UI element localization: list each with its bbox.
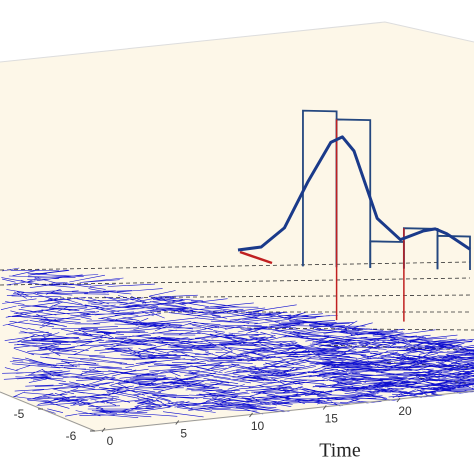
baseline-segment [239, 250, 273, 265]
x-tick-label: 5 [180, 427, 187, 441]
density-curve [237, 135, 471, 252]
guide [0, 261, 471, 271]
x-tick-label: 15 [325, 412, 339, 426]
guide [0, 277, 471, 286]
x-tick [396, 397, 401, 403]
noise-lines [0, 267, 474, 418]
x-tick-label: 0 [107, 434, 114, 448]
y-tick-label: -5 [14, 407, 25, 421]
floor-margin [0, 392, 474, 474]
x-tick-label: 10 [251, 419, 265, 433]
x-tick [249, 412, 253, 418]
y-tick-label: -6 [66, 429, 77, 443]
x-tick [175, 420, 180, 425]
noise-texture [0, 267, 474, 418]
x-axis-label: Time [319, 440, 361, 462]
histogram-bar [436, 234, 471, 270]
x-tick-label: 20 [398, 404, 412, 418]
box-edge [0, 21, 474, 63]
x-tick [322, 405, 327, 410]
x-tick [101, 427, 106, 433]
